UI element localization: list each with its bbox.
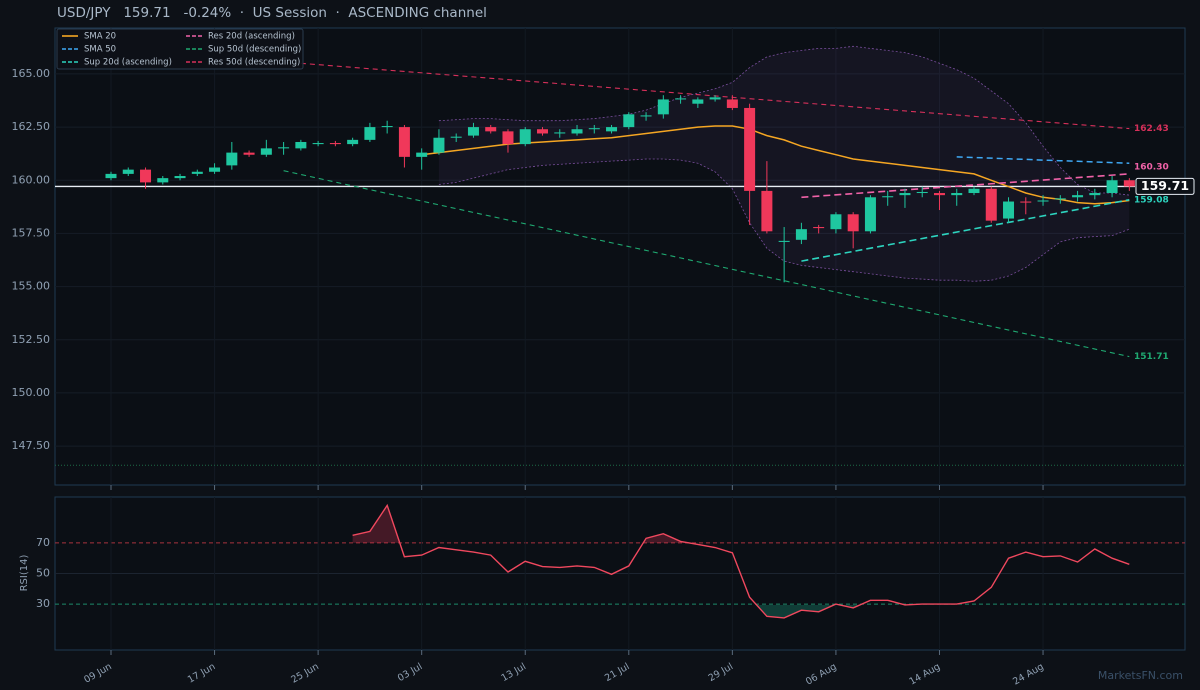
candle-body xyxy=(968,188,980,194)
candle-body xyxy=(295,141,307,149)
candle-body xyxy=(502,131,514,145)
candle-body xyxy=(882,196,894,198)
candle-body xyxy=(813,227,825,229)
candle-body xyxy=(433,137,445,153)
candle-body xyxy=(1054,198,1066,200)
candle-body xyxy=(416,152,428,157)
candle-body xyxy=(537,129,548,134)
y-tick-label: 152.50 xyxy=(12,333,51,346)
candle-body xyxy=(1037,200,1049,202)
y-tick-label: 155.00 xyxy=(12,280,51,293)
end-label: 160.30 xyxy=(1134,162,1169,172)
legend-box xyxy=(56,28,304,70)
y-tick-label: 157.50 xyxy=(12,226,51,239)
candle-body xyxy=(485,127,497,132)
candle-body xyxy=(450,136,462,138)
sma-line xyxy=(956,156,1130,164)
candle-body xyxy=(364,127,376,140)
candle-body xyxy=(140,169,152,183)
trend-line xyxy=(283,170,1130,358)
candle-body xyxy=(278,147,290,149)
candle-body xyxy=(830,214,842,230)
y-tick-label: 160.00 xyxy=(12,173,51,186)
candle-body xyxy=(778,240,790,242)
legend-label: Sup 20d (ascending) xyxy=(84,58,172,68)
candle-body xyxy=(847,214,859,232)
y-tick-label: 50 xyxy=(36,567,50,580)
price-tag-label: 159.71 xyxy=(1141,178,1189,193)
rsi-line xyxy=(352,503,1130,619)
candle-body xyxy=(985,188,997,221)
candle-body xyxy=(347,139,359,145)
y-tick-label: 30 xyxy=(36,597,50,610)
candle-body xyxy=(209,167,221,172)
legend-label: Sup 50d (descending) xyxy=(208,45,301,55)
candle-body xyxy=(692,99,704,104)
header-title: USD/JPY 159.71 -0.24% · US Session · ASC… xyxy=(57,5,487,21)
candle-body xyxy=(226,152,238,166)
envelope-fill xyxy=(438,46,1130,282)
candle-body xyxy=(709,97,721,100)
candle-body xyxy=(606,127,618,132)
candle-body xyxy=(795,229,807,240)
candle-body xyxy=(105,173,117,179)
candle-body xyxy=(174,176,186,179)
candle-body xyxy=(467,127,479,136)
legend-label: SMA 20 xyxy=(84,32,116,42)
legend-label: Res 50d (descending) xyxy=(208,58,300,68)
candle-body xyxy=(761,190,773,232)
y-axis-label: RSI(14) xyxy=(19,555,30,592)
candle-body xyxy=(640,115,652,117)
candle-body xyxy=(1003,201,1015,219)
end-label: 151.71 xyxy=(1134,352,1169,362)
candle-body xyxy=(726,99,738,108)
candle-body xyxy=(1106,180,1118,194)
price-tag xyxy=(1135,177,1195,195)
candle-body xyxy=(933,193,945,196)
candle-body xyxy=(1089,193,1101,196)
candle-body xyxy=(916,191,928,194)
candle-body xyxy=(381,126,393,128)
candle-body xyxy=(951,193,963,196)
candle-body xyxy=(864,197,876,232)
y-tick-label: 150.00 xyxy=(12,386,51,399)
candle-body xyxy=(312,143,324,145)
candle-body xyxy=(657,99,669,115)
candle-body xyxy=(554,132,566,134)
price-panel xyxy=(54,27,1186,486)
candle-body xyxy=(1020,201,1032,203)
candle-body xyxy=(623,114,635,128)
end-label: 159.08 xyxy=(1134,195,1169,205)
candle-body xyxy=(191,171,203,174)
end-label: 162.43 xyxy=(1134,124,1169,134)
candle-body xyxy=(398,127,410,157)
y-tick-label: 147.50 xyxy=(12,439,51,452)
candle-body xyxy=(675,98,687,100)
oversold-fill xyxy=(756,605,860,618)
candle-body xyxy=(1072,195,1084,198)
candle-body xyxy=(519,129,531,145)
candle-body xyxy=(260,148,272,155)
legend-label: Res 20d (ascending) xyxy=(208,32,295,42)
candle-body xyxy=(588,128,600,130)
candle-body xyxy=(744,107,756,191)
y-tick-label: 70 xyxy=(36,536,50,549)
envelope-lower xyxy=(438,158,1130,282)
candle-body xyxy=(243,152,255,155)
trend-line xyxy=(801,199,1130,262)
candle-body xyxy=(122,169,134,174)
y-tick-label: 165.00 xyxy=(12,67,51,80)
candle-body xyxy=(571,129,583,134)
candle-body xyxy=(157,178,169,183)
candle-body xyxy=(329,143,341,145)
watermark: MarketsFN.com xyxy=(1098,669,1183,682)
candle-body xyxy=(899,193,911,196)
candle-body xyxy=(1123,180,1135,187)
sma-line xyxy=(421,125,1130,205)
legend-label: SMA 50 xyxy=(84,45,116,55)
y-tick-label: 162.50 xyxy=(12,120,51,133)
